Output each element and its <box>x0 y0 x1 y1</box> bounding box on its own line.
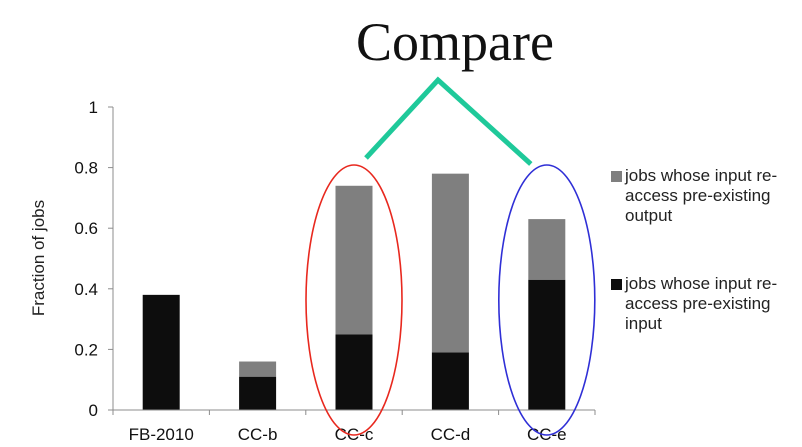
bar-segment <box>528 219 566 280</box>
y-tick-label: 0.6 <box>74 219 98 238</box>
legend-label-input: jobs whose input re-access pre-existing … <box>625 274 778 333</box>
legend-item-input: jobs whose input re-access pre-existing … <box>611 274 802 334</box>
x-tick-label: CC-b <box>238 425 278 444</box>
bar-segment <box>431 173 469 353</box>
axes <box>112 107 596 415</box>
y-tick-label: 1 <box>89 98 98 117</box>
bar-segment <box>239 361 277 377</box>
bars <box>142 173 566 410</box>
y-tick-label: 0.8 <box>74 159 98 178</box>
y-tick-label: 0.4 <box>74 280 98 299</box>
bar-segment <box>528 279 566 410</box>
chart-title: Compare <box>356 12 554 72</box>
compare-connector-line <box>364 76 533 166</box>
legend-label-output: jobs whose input re-access pre-existing … <box>625 166 778 225</box>
highlight-ellipse-cc-c <box>305 164 403 436</box>
legend-swatch-input <box>611 279 622 290</box>
bar-segment <box>335 334 373 410</box>
legend-item-output: jobs whose input re-access pre-existing … <box>611 166 802 226</box>
legend-swatch-output <box>611 171 622 182</box>
x-tick-label: FB-2010 <box>129 425 194 444</box>
bar-segment <box>335 185 373 335</box>
y-axis-title: Fraction of jobs <box>29 200 48 316</box>
bar-segment <box>239 376 277 410</box>
bar-segment <box>142 294 180 410</box>
legend: jobs whose input re-access pre-existing … <box>611 166 802 334</box>
y-tick-labels: 0 0.2 0.4 0.6 0.8 1 <box>74 98 113 420</box>
x-tick-label: CC-d <box>431 425 471 444</box>
highlight-ellipses <box>305 164 596 436</box>
bar-segment <box>431 352 469 410</box>
y-tick-label: 0 <box>89 401 98 420</box>
highlight-ellipse-cc-e <box>497 164 596 436</box>
y-tick-label: 0.2 <box>74 340 98 359</box>
compare-connector <box>364 76 533 166</box>
